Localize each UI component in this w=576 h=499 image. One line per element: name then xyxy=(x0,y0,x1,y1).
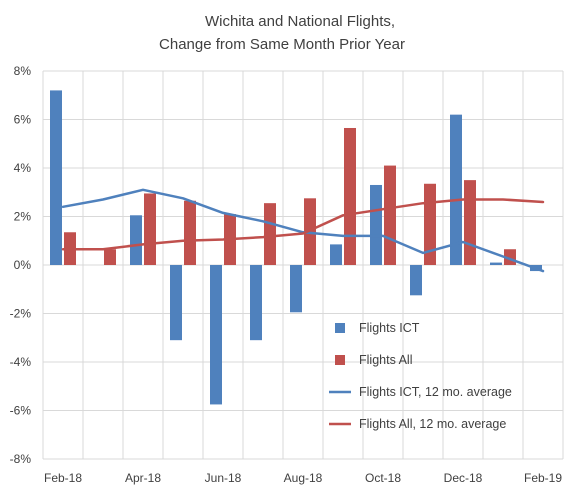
y-tick-label: 0% xyxy=(14,258,32,272)
line-flights-all-12mo xyxy=(61,198,545,251)
y-tick-label: 6% xyxy=(14,113,32,127)
bar-flights-ict xyxy=(130,215,142,265)
legend-label: Flights All, 12 mo. average xyxy=(359,417,506,431)
bar-flights-ict xyxy=(410,265,422,296)
legend-label: Flights ICT, 12 mo. average xyxy=(359,385,512,399)
bar-flights-ict xyxy=(490,262,502,265)
bar-flights-all xyxy=(384,165,396,265)
legend: Flights ICT Flights All Flights ICT, 12 mo… xyxy=(329,321,512,431)
x-tick-label: Oct-18 xyxy=(365,471,401,485)
y-tick-label: 2% xyxy=(14,210,32,224)
y-tick-label: -8% xyxy=(10,452,32,466)
legend-label: Flights All xyxy=(359,353,413,367)
legend-swatch xyxy=(335,355,345,365)
bar-flights-all xyxy=(344,127,356,265)
bar-flights-all xyxy=(184,200,196,265)
lines xyxy=(61,188,545,273)
bar-flights-ict xyxy=(370,184,382,265)
y-tick-label: -4% xyxy=(10,355,32,369)
bar-flights-all xyxy=(264,203,276,265)
x-tick-label: Feb-18 xyxy=(44,471,82,485)
chart-title-line1: Wichita and National Flights, xyxy=(205,13,395,30)
bar-flights-all xyxy=(464,180,476,265)
x-axis-ticks: Feb-18 Apr-18 Jun-18 Aug-18 Oct-18 Dec-18 Feb-… xyxy=(44,471,562,485)
bar-flights-ict xyxy=(50,90,62,266)
bar-flights-ict xyxy=(170,265,182,341)
bar-flights-all xyxy=(144,193,156,265)
bar-flights-ict xyxy=(250,265,262,341)
y-tick-label: -6% xyxy=(10,404,32,418)
legend-swatch xyxy=(335,323,345,333)
grid xyxy=(42,70,564,460)
bar-flights-ict xyxy=(450,114,462,266)
x-tick-label: Apr-18 xyxy=(125,471,161,485)
bar-flights-all xyxy=(104,249,116,265)
y-tick-label: 8% xyxy=(14,64,32,78)
y-axis-ticks: 8% 6% 4% 2% 0% -2% -4% -6% -8% xyxy=(10,64,32,466)
x-tick-label: Aug-18 xyxy=(284,471,323,485)
bar-flights-ict xyxy=(290,265,302,313)
x-tick-label: Dec-18 xyxy=(444,471,483,485)
legend-label: Flights ICT xyxy=(359,321,420,335)
y-tick-label: -2% xyxy=(10,307,32,321)
x-tick-label: Feb-19 xyxy=(524,471,562,485)
bar-flights-ict xyxy=(210,265,222,405)
bar-flights-ict xyxy=(330,244,342,265)
y-tick-label: 4% xyxy=(14,161,32,175)
x-tick-label: Jun-18 xyxy=(205,471,242,485)
chart-title-line2: Change from Same Month Prior Year xyxy=(159,36,405,53)
